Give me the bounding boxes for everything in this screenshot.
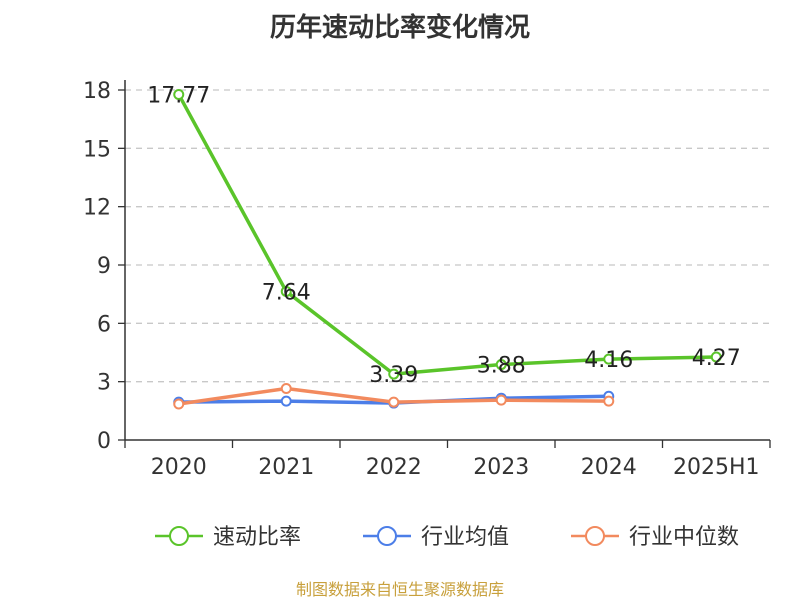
- data-label: 4.16: [584, 348, 633, 373]
- y-tick-label: 18: [83, 79, 111, 104]
- y-tick-label: 3: [97, 371, 111, 396]
- data-label: 7.64: [262, 280, 311, 305]
- series-line-0: [177, 93, 717, 376]
- legend-label: 行业中位数: [629, 525, 739, 550]
- data-label: 3.88: [477, 354, 526, 379]
- x-tick-label: 2024: [581, 455, 637, 480]
- y-tick-label: 6: [97, 312, 111, 337]
- legend-swatch-marker: [377, 526, 397, 546]
- data-point-2: [173, 398, 185, 410]
- data-label: 17.77: [147, 83, 210, 108]
- data-point-2: [280, 382, 292, 394]
- legend-item-0[interactable]: 速动比率: [155, 525, 301, 550]
- y-tick-label: 15: [83, 137, 111, 162]
- legend-item-2[interactable]: 行业中位数: [571, 525, 739, 550]
- data-point-0: [388, 368, 400, 380]
- y-tick-label: 9: [97, 254, 111, 279]
- legend-item-1[interactable]: 行业均值: [363, 525, 509, 550]
- legend-label: 行业均值: [421, 525, 509, 550]
- data-point-0: [173, 88, 185, 100]
- legend-swatch-marker: [169, 526, 189, 546]
- data-label: 3.39: [369, 363, 418, 388]
- axes: 0 3 6 9 12 15 18 2020 2021 2022 2023 2024 2025H1: [83, 79, 771, 480]
- series: [173, 88, 722, 410]
- x-tick-label: 2023: [473, 455, 529, 480]
- data-label: 4.27: [692, 346, 741, 371]
- y-tick-label: 12: [83, 196, 111, 221]
- x-tick-label: 2020: [151, 455, 207, 480]
- grid: [125, 89, 770, 383]
- data-labels: 17.77 7.64 3.39 3.88 4.16 4.27: [147, 83, 740, 388]
- x-tick-label: 2021: [258, 455, 314, 480]
- x-tick-label: 2022: [366, 455, 422, 480]
- data-point-2: [388, 396, 400, 408]
- data-point-0: [495, 359, 507, 371]
- data-point-0: [280, 285, 292, 297]
- x-tick-label: 2025H1: [673, 455, 760, 480]
- data-point-0: [710, 351, 722, 363]
- legend[interactable]: 速动比率 行业均值 行业中位数: [155, 525, 739, 550]
- legend-swatch-marker: [585, 526, 605, 546]
- legend-label: 速动比率: [213, 525, 301, 550]
- chart-title: 历年速动比率变化情况: [270, 12, 530, 43]
- data-point-2: [603, 395, 615, 407]
- data-point-2: [495, 394, 507, 406]
- data-point-0: [603, 353, 615, 365]
- source-label: 制图数据来自恒生聚源数据库: [296, 580, 504, 599]
- data-point-1: [280, 395, 292, 407]
- y-tick-label: 0: [97, 429, 111, 454]
